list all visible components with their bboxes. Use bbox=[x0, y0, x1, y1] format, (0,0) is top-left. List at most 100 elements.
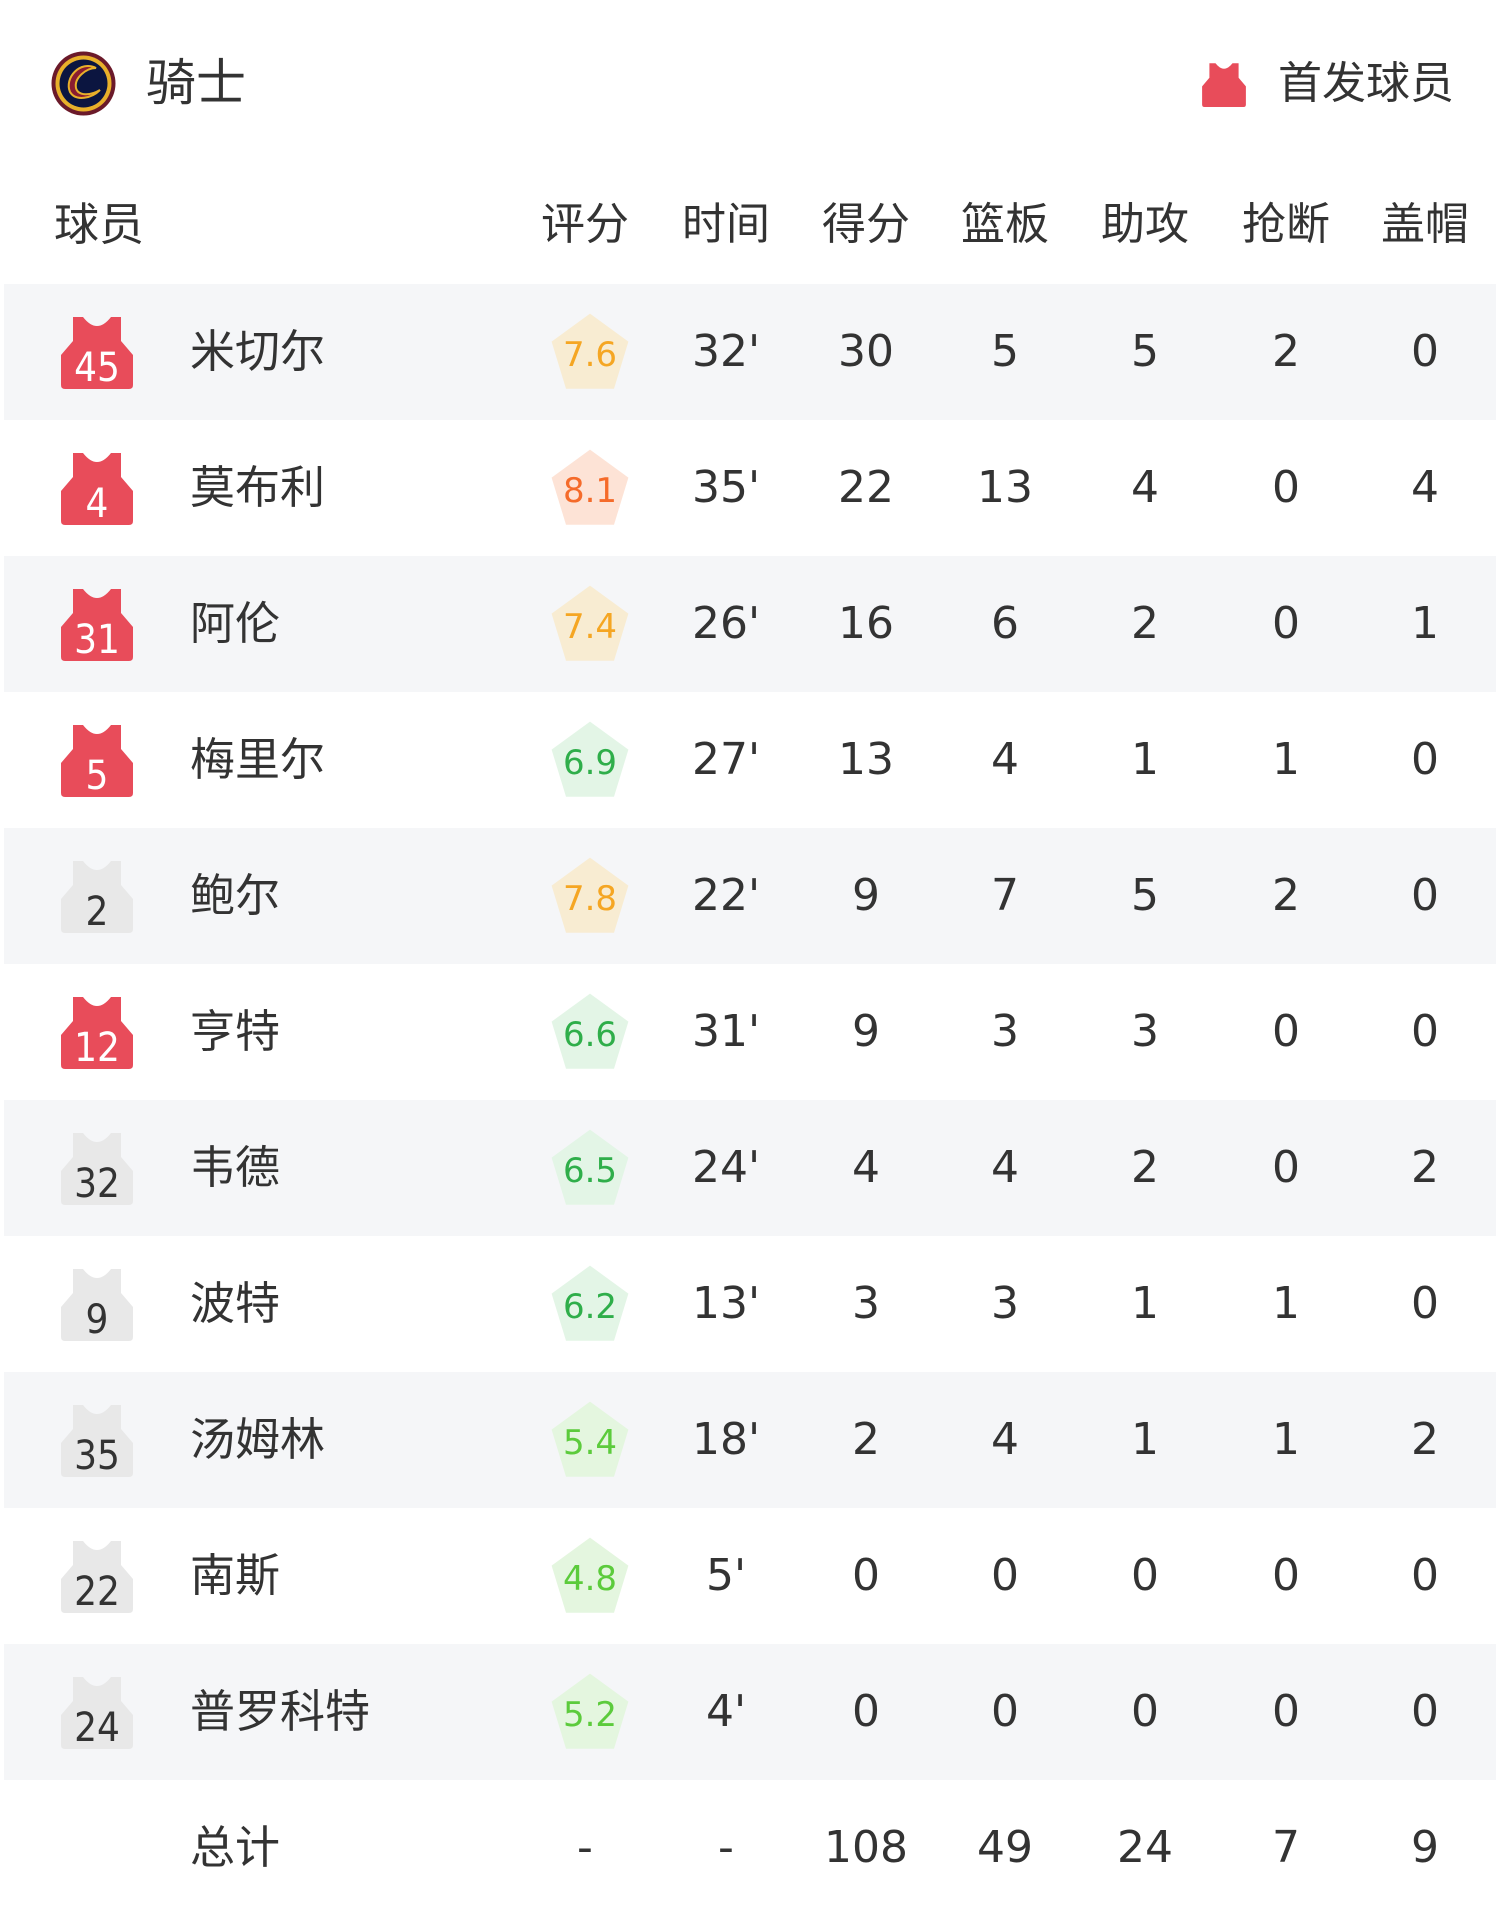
stat-minutes: 32' bbox=[691, 326, 761, 377]
total-points: 108 bbox=[824, 1822, 908, 1873]
player-name[interactable]: 南斯 bbox=[190, 1549, 281, 1602]
stat-rebounds: 13 bbox=[977, 462, 1033, 513]
stat-steals: 2 bbox=[1272, 870, 1300, 921]
jersey-number: 45 bbox=[74, 345, 120, 391]
player-name[interactable]: 鲍尔 bbox=[190, 869, 281, 922]
column-header-player: 球员 bbox=[54, 198, 145, 251]
stat-steals: 0 bbox=[1272, 1686, 1300, 1737]
table-row[interactable]: 32 韦德 6.5 24' 4 4 2 0 2 bbox=[4, 1100, 1496, 1236]
rating-badge: 6.6 bbox=[551, 993, 629, 1069]
stat-blocks: 0 bbox=[1411, 1278, 1439, 1329]
jersey-number: 22 bbox=[74, 1569, 120, 1615]
jersey-number: 31 bbox=[74, 617, 120, 663]
stat-points: 22 bbox=[838, 462, 894, 513]
table-row[interactable]: 22 南斯 4.8 5' 0 0 0 0 0 bbox=[4, 1508, 1496, 1644]
total-rating: - bbox=[577, 1822, 593, 1873]
player-name[interactable]: 普罗科特 bbox=[190, 1685, 371, 1738]
player-name[interactable]: 韦德 bbox=[190, 1141, 281, 1194]
stat-blocks: 0 bbox=[1411, 326, 1439, 377]
jersey-number: 12 bbox=[74, 1025, 120, 1071]
table-row[interactable]: 5 梅里尔 6.9 27' 13 4 1 1 0 bbox=[4, 692, 1496, 828]
stat-assists: 1 bbox=[1131, 1278, 1159, 1329]
column-header-rating[interactable]: 评分 bbox=[541, 199, 629, 250]
stat-blocks: 0 bbox=[1411, 870, 1439, 921]
stat-rebounds: 0 bbox=[991, 1686, 1019, 1737]
stat-rebounds: 5 bbox=[991, 326, 1019, 377]
stat-points: 3 bbox=[852, 1278, 880, 1329]
stat-minutes: 13' bbox=[691, 1278, 761, 1329]
total-steals: 7 bbox=[1272, 1822, 1300, 1873]
stat-steals: 0 bbox=[1272, 598, 1300, 649]
stat-blocks: 4 bbox=[1411, 462, 1439, 513]
column-header-points[interactable]: 得分 bbox=[822, 199, 910, 250]
rating-badge: 6.9 bbox=[551, 721, 629, 797]
player-name[interactable]: 亨特 bbox=[190, 1005, 281, 1058]
rating-badge: 7.6 bbox=[551, 313, 629, 389]
player-name[interactable]: 阿伦 bbox=[190, 597, 281, 650]
total-blocks: 9 bbox=[1411, 1822, 1439, 1873]
table-header: 球员 评分 时间 得分 篮板 助攻 抢断 盖帽 bbox=[0, 190, 1500, 260]
stat-minutes: 35' bbox=[691, 462, 761, 513]
stat-points: 30 bbox=[838, 326, 894, 377]
stat-minutes: 24' bbox=[691, 1142, 761, 1193]
stat-assists: 0 bbox=[1131, 1686, 1159, 1737]
table-row[interactable]: 35 汤姆林 5.4 18' 2 4 1 1 2 bbox=[4, 1372, 1496, 1508]
jersey-icon: 2 bbox=[61, 859, 133, 935]
stat-assists: 2 bbox=[1131, 1142, 1159, 1193]
column-header-assists[interactable]: 助攻 bbox=[1101, 199, 1189, 250]
stat-blocks: 0 bbox=[1411, 734, 1439, 785]
stat-points: 4 bbox=[852, 1142, 880, 1193]
player-name[interactable]: 波特 bbox=[190, 1277, 281, 1330]
table-row[interactable]: 24 普罗科特 5.2 4' 0 0 0 0 0 bbox=[4, 1644, 1496, 1780]
player-name[interactable]: 莫布利 bbox=[190, 461, 326, 514]
column-header-steals[interactable]: 抢断 bbox=[1242, 199, 1330, 250]
stat-blocks: 0 bbox=[1411, 1550, 1439, 1601]
table-row[interactable]: 31 阿伦 7.4 26' 16 6 2 0 1 bbox=[4, 556, 1496, 692]
stat-assists: 4 bbox=[1131, 462, 1159, 513]
player-name[interactable]: 梅里尔 bbox=[190, 733, 326, 786]
rating-badge: 7.4 bbox=[551, 585, 629, 661]
total-assists: 24 bbox=[1117, 1822, 1173, 1873]
stat-steals: 1 bbox=[1272, 734, 1300, 785]
jersey-number: 4 bbox=[85, 481, 109, 527]
stat-steals: 0 bbox=[1272, 1142, 1300, 1193]
stat-assists: 5 bbox=[1131, 870, 1159, 921]
rating-badge: 4.8 bbox=[551, 1537, 629, 1613]
starter-legend-label: 首发球员 bbox=[1278, 58, 1454, 109]
table-row[interactable]: 4 莫布利 8.1 35' 22 13 4 0 4 bbox=[4, 420, 1496, 556]
table-row[interactable]: 2 鲍尔 7.8 22' 9 7 5 2 0 bbox=[4, 828, 1496, 964]
jersey-icon: 9 bbox=[61, 1267, 133, 1343]
stat-minutes: 27' bbox=[691, 734, 761, 785]
jersey-icon: 5 bbox=[61, 723, 133, 799]
rating-badge: 5.4 bbox=[551, 1401, 629, 1477]
stat-minutes: 22' bbox=[691, 870, 761, 921]
table-row[interactable]: 45 米切尔 7.6 32' 30 5 5 2 0 bbox=[4, 284, 1496, 420]
column-header-blocks[interactable]: 盖帽 bbox=[1381, 199, 1469, 250]
jersey-number: 32 bbox=[74, 1161, 120, 1207]
jersey-number: 5 bbox=[85, 753, 109, 799]
stat-minutes: 5' bbox=[705, 1550, 747, 1601]
stat-assists: 1 bbox=[1131, 734, 1159, 785]
stat-minutes: 18' bbox=[691, 1414, 761, 1465]
player-name[interactable]: 汤姆林 bbox=[190, 1413, 326, 1466]
table-row[interactable]: 12 亨特 6.6 31' 9 3 3 0 0 bbox=[4, 964, 1496, 1100]
team-header: 骑士 首发球员 bbox=[0, 0, 1500, 165]
stat-rebounds: 4 bbox=[991, 1414, 1019, 1465]
stat-steals: 2 bbox=[1272, 326, 1300, 377]
stat-points: 0 bbox=[852, 1686, 880, 1737]
jersey-number: 9 bbox=[85, 1297, 109, 1343]
team-name: 骑士 bbox=[146, 54, 246, 112]
jersey-icon: 22 bbox=[61, 1539, 133, 1615]
column-header-rebounds[interactable]: 篮板 bbox=[961, 199, 1049, 250]
rating-badge: 7.8 bbox=[551, 857, 629, 933]
table-row[interactable]: 9 波特 6.2 13' 3 3 1 1 0 bbox=[4, 1236, 1496, 1372]
stat-blocks: 2 bbox=[1411, 1142, 1439, 1193]
column-header-minutes[interactable]: 时间 bbox=[682, 199, 770, 250]
rating-badge: 6.2 bbox=[551, 1265, 629, 1341]
stat-assists: 5 bbox=[1131, 326, 1159, 377]
total-minutes: - bbox=[718, 1822, 734, 1873]
jersey-icon: 32 bbox=[61, 1131, 133, 1207]
jersey-icon: 35 bbox=[61, 1403, 133, 1479]
stat-blocks: 0 bbox=[1411, 1686, 1439, 1737]
player-name[interactable]: 米切尔 bbox=[190, 325, 326, 378]
